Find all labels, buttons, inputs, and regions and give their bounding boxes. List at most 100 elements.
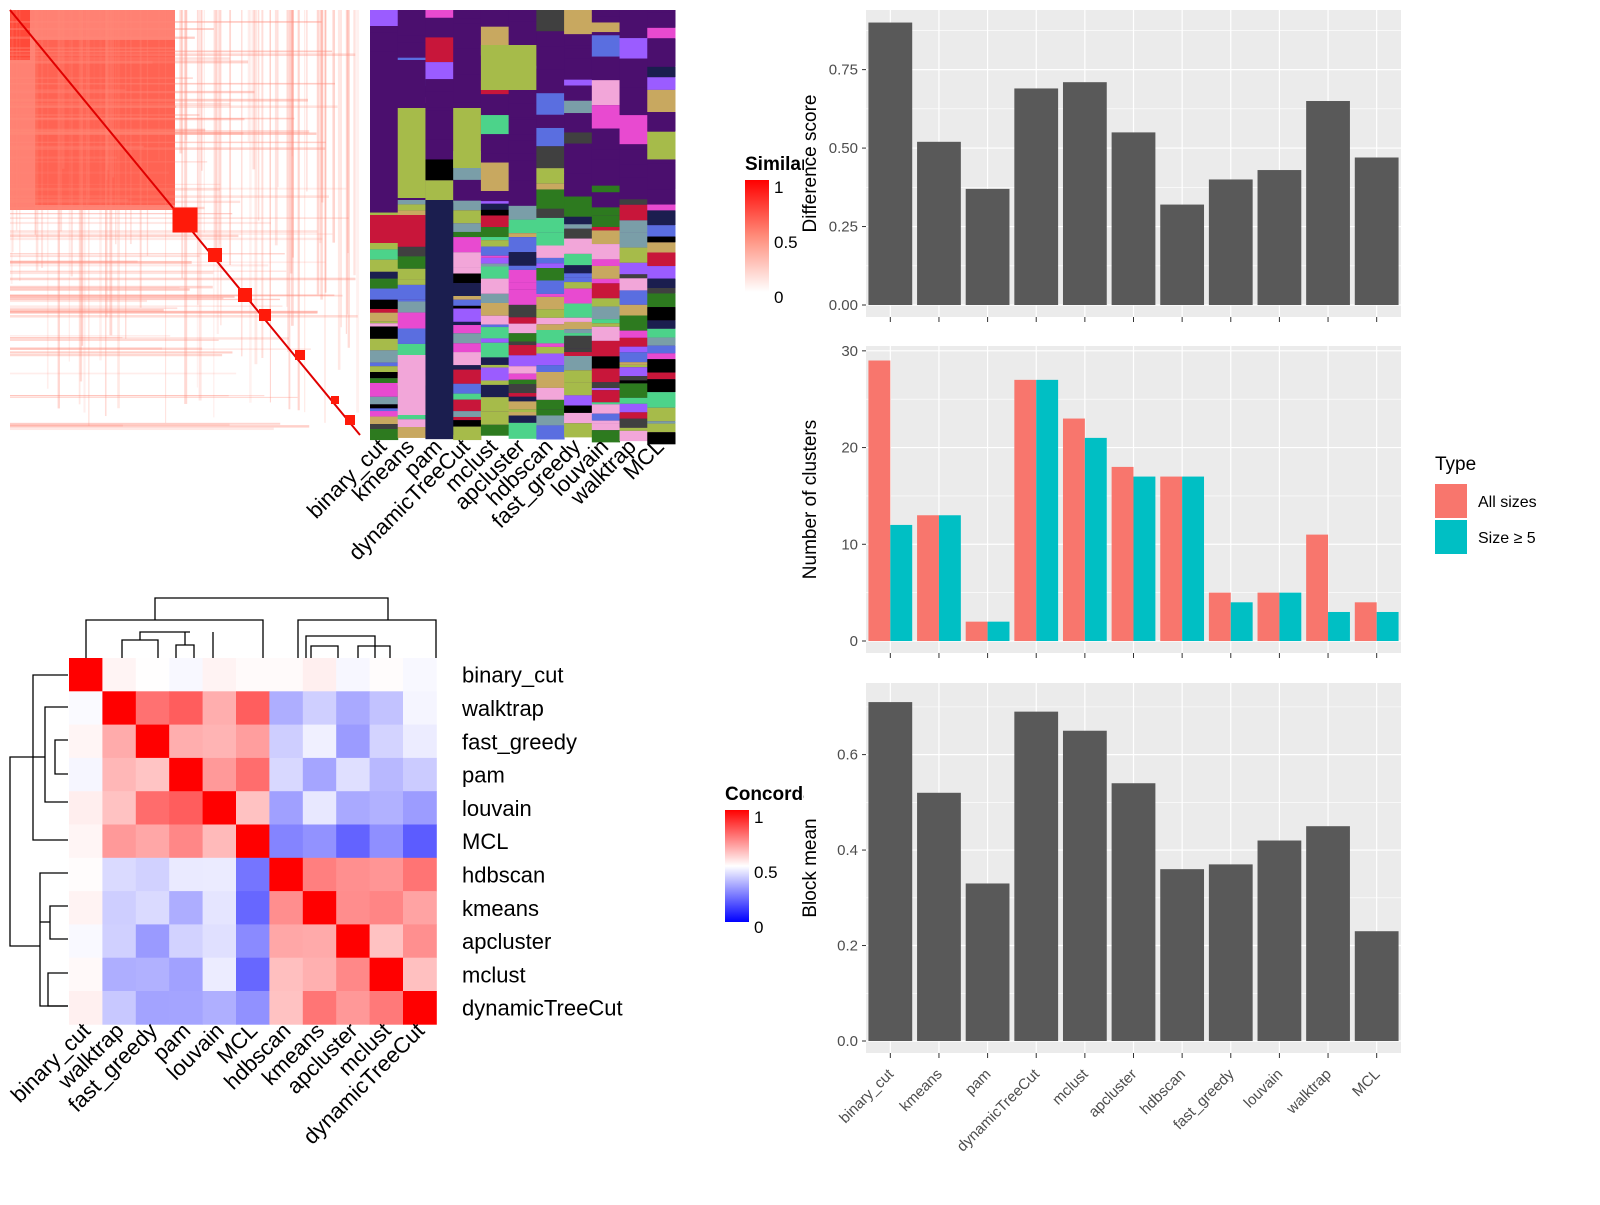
concordance-cell	[202, 891, 237, 925]
x-tick-label: kmeans	[897, 1066, 946, 1115]
bar-all-sizes	[1014, 379, 1037, 641]
concordance-cell	[236, 824, 270, 859]
concordance-cell	[69, 857, 103, 892]
concordance-legend-bar	[725, 810, 749, 922]
bar	[917, 141, 961, 305]
concordance-cell	[302, 691, 337, 725]
concordance-legend: Concordance 1 0.5 0	[725, 784, 846, 937]
concordance-cell	[336, 991, 370, 1025]
bar-chart-1: 0.00 0.25 0.50 0.75 Difference score	[800, 10, 1401, 322]
bar-charts: 0.00 0.25 0.50 0.75 Difference score 0 10 20 30 N…	[800, 10, 1537, 1155]
bar	[1306, 101, 1350, 305]
concordance-cell	[102, 824, 137, 859]
concordance-cell	[169, 724, 203, 759]
concordance-cell	[69, 891, 103, 925]
x-tick-label: apcluster	[1085, 1066, 1140, 1121]
y-tick-label: 0	[850, 633, 858, 650]
concordance-cell	[102, 891, 137, 925]
concordance-row-label: MCL	[462, 829, 508, 854]
bar	[917, 792, 961, 1041]
concordance-cell	[102, 658, 137, 692]
concordance-heatmap	[69, 658, 437, 1025]
concordance-cell	[269, 891, 304, 925]
concordance-cell	[69, 724, 103, 759]
concordance-cell	[102, 924, 137, 959]
concordance-cell	[202, 658, 237, 692]
concordance-column-labels: binary_cutwalktrapfast_greedypamlouvainM…	[6, 1018, 429, 1149]
concordance-cell	[302, 991, 337, 1025]
bar	[1062, 730, 1107, 1041]
concordance-cell	[69, 658, 103, 692]
concordance-legend-tick: 1	[754, 808, 763, 827]
concordance-row-label: mclust	[462, 962, 526, 987]
concordance-cell	[369, 891, 404, 925]
concordance-cell	[69, 757, 103, 792]
concordance-cell	[102, 791, 137, 825]
x-tick-label: binary_cut	[836, 1065, 898, 1127]
bar-size-5	[1376, 611, 1399, 641]
y-tick-label: 30	[841, 343, 858, 360]
concordance-cell	[269, 691, 304, 725]
concordance-cell	[403, 757, 437, 792]
concordance-cell	[202, 857, 237, 892]
concordance-cell	[269, 857, 304, 892]
concordance-cell	[269, 658, 304, 692]
bar-chart-2: 0 10 20 30 Number of clusters Type All sizes Si…	[800, 343, 1537, 658]
concordance-cell	[403, 791, 437, 825]
concordance-cell	[369, 824, 404, 859]
bar-all-sizes	[965, 621, 988, 641]
bar	[1306, 826, 1350, 1041]
concordance-cell	[69, 791, 103, 825]
concordance-cell	[135, 658, 170, 692]
concordance-cell	[69, 924, 103, 959]
bar-size-5	[1182, 476, 1205, 641]
bar-size-5	[1133, 476, 1156, 641]
concordance-cell	[169, 891, 203, 925]
bar-all-sizes	[1160, 476, 1183, 641]
concordance-cell	[302, 924, 337, 959]
legend-title: Type	[1435, 454, 1476, 475]
concordance-legend-title: Concordance	[725, 784, 846, 805]
y-tick-label: 0.25	[829, 219, 858, 236]
concordance-cell	[403, 691, 437, 725]
concordance-cell	[236, 857, 270, 892]
bar	[965, 883, 1010, 1041]
concordance-cell	[369, 757, 404, 792]
concordance-row-label: dynamicTreeCut	[462, 996, 623, 1021]
concordance-cell	[236, 724, 270, 759]
concordance-cell	[302, 757, 337, 792]
y-tick-label: 20	[841, 440, 858, 457]
bar-size-5	[1279, 592, 1302, 641]
concordance-cell	[336, 724, 370, 759]
concordance-cell	[336, 691, 370, 725]
concordance-cell	[69, 991, 103, 1025]
similarity-legend-bar	[745, 180, 769, 292]
concordance-cell	[336, 857, 370, 892]
concordance-cell	[102, 857, 137, 892]
concordance-row-label: louvain	[462, 796, 532, 821]
concordance-cell	[369, 857, 404, 892]
concordance-cell	[169, 957, 203, 992]
bar-all-sizes	[868, 360, 891, 641]
concordance-cell	[236, 924, 270, 959]
concordance-cell	[102, 957, 137, 992]
bar-all-sizes	[1062, 418, 1085, 641]
bar	[1014, 88, 1059, 305]
cluster-membership-columns	[370, 10, 676, 445]
concordance-cell	[336, 891, 370, 925]
y-tick-label: 10	[841, 536, 858, 553]
concordance-row-label: fast_greedy	[462, 729, 577, 754]
concordance-cell	[302, 724, 337, 759]
concordance-cell	[135, 691, 170, 725]
bar-all-sizes	[1306, 534, 1329, 641]
concordance-cell	[369, 957, 404, 992]
bar-chart-3: 0.0 0.2 0.4 0.6 Block mean binary_cut kmeans pa…	[800, 683, 1401, 1155]
concordance-cell	[135, 824, 170, 859]
similarity-legend-tick: 0	[774, 288, 783, 307]
concordance-cell	[236, 757, 270, 792]
similarity-method-labels: binary_cutkmeanspamdynamicTreeCutmclusta…	[302, 434, 669, 565]
bar	[1160, 869, 1205, 1041]
